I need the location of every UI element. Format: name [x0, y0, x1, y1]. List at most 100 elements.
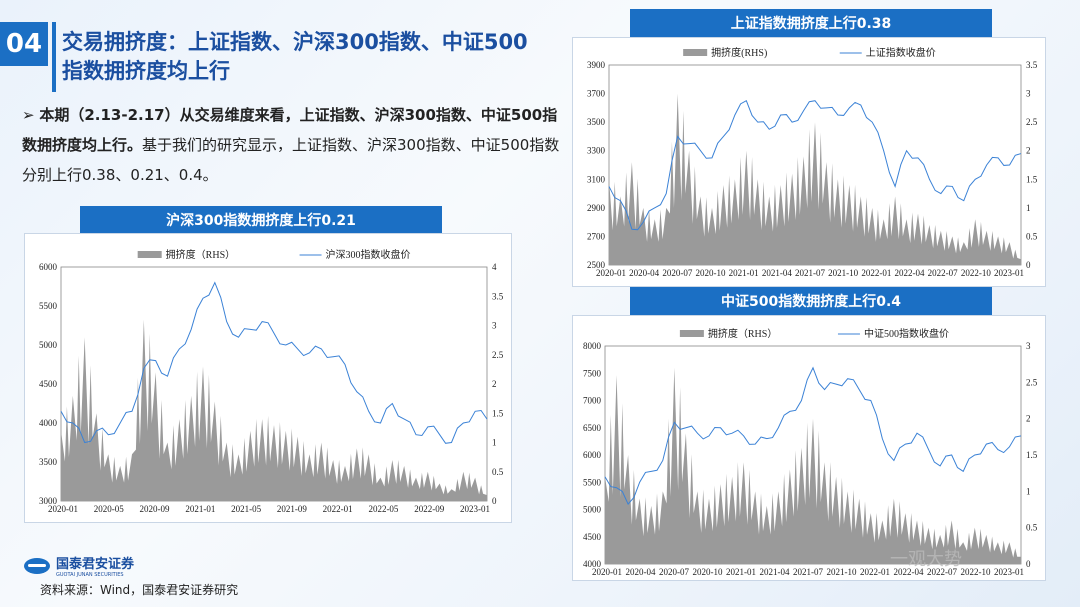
x-tick-label: 2021-09 [277, 504, 307, 514]
y-tick-label: 4000 [583, 559, 602, 569]
y-tick-label: 5500 [39, 301, 58, 311]
chart-csi500-panel: 4000 4500 5000 5500 6000 6500 7000 7500 8000 0 0.5… [572, 315, 1046, 581]
y2-tick-label: 2.5 [1026, 377, 1038, 387]
y-tick-label: 6000 [583, 450, 602, 460]
x-tick-label: 2021-07 [795, 268, 825, 278]
y2-tick-label: 2.5 [1026, 117, 1038, 127]
watermark: 一观大势 [890, 549, 962, 570]
y2-tick-label: 2.5 [492, 350, 504, 360]
y-tick-label: 5000 [39, 340, 58, 350]
bullet-text: 基于我们的研究显示，上证指数、沪深300指数、中证500指数分别上行0.38、0… [22, 136, 560, 184]
x-tick-label: 2020-01 [596, 268, 626, 278]
x-tick-label: 2023-01 [994, 268, 1024, 278]
x-tick-label: 2020-07 [662, 268, 692, 278]
x-tick-label: 2022-01 [861, 268, 891, 278]
y-tick-label: 4500 [39, 379, 58, 389]
y2-tick-label: 0.5 [492, 467, 504, 477]
y-tick-label: 7000 [583, 396, 602, 406]
legend-line-label: 沪深300指数收盘价 [326, 248, 411, 261]
x-tick-label: 2022-10 [961, 268, 991, 278]
y2-tick-label: 1 [1026, 203, 1031, 213]
x-tick-label: 2020-01 [592, 567, 622, 577]
x-tick-label: 2020-07 [659, 567, 689, 577]
summary-bullet: ➢ 本期（2.13-2.17）从交易维度来看，上证指数、沪深300指数、中证50… [22, 100, 562, 190]
crowdedness-area [605, 367, 1021, 564]
x-tick-label: 2022-01 [860, 567, 890, 577]
y2-tick-label: 4 [492, 262, 497, 272]
x-tick-label: 2020-10 [693, 567, 723, 577]
legend-area-swatch [683, 49, 708, 56]
crowdedness-area [609, 93, 1021, 265]
y2-tick-label: 1.5 [1026, 174, 1038, 184]
y2-tick-label: 2 [492, 379, 497, 389]
x-tick-label: 2021-05 [231, 504, 261, 514]
y-tick-label: 3700 [587, 89, 606, 99]
x-tick-label: 2021-04 [760, 567, 790, 577]
y2-tick-label: 3.5 [1026, 60, 1038, 70]
logo-icon [24, 557, 50, 574]
y2-tick-label: 1.5 [1026, 450, 1038, 460]
y-tick-label: 3000 [39, 496, 58, 506]
index-close-line [608, 100, 1022, 231]
legend-area-swatch [137, 251, 162, 258]
chart-csi500: 4000 4500 5000 5500 6000 6500 7000 7500 8000 0 0.5… [583, 327, 1038, 577]
chart-csi500-title: 中证500指数拥挤度上行0.4 [630, 287, 992, 315]
x-tick-label: 2020-04 [629, 268, 659, 278]
y-tick-label: 2900 [587, 203, 606, 213]
page-title: 交易拥挤度：上证指数、沪深300指数、中证500指数拥挤度均上行 [62, 30, 528, 83]
bullet-bold-text: 本期（2.13-2.17）从交易维度来看，上证指数、沪深300指数、中证500指… [22, 106, 558, 154]
x-tick-label: 2022-04 [894, 567, 924, 577]
chart-hs300-panel: 3000 3500 4000 4500 5000 5500 6000 0 0.5 1 1.5 2 2.5… [24, 233, 512, 523]
chart-hs300-title: 沪深300指数拥挤度上行0.21 [80, 206, 442, 233]
x-tick-label: 2020-01 [48, 504, 78, 514]
y2-tick-label: 0 [492, 496, 497, 506]
y-tick-label: 6000 [39, 262, 58, 272]
y2-tick-label: 1.5 [492, 408, 504, 418]
title-accent-bar [52, 22, 56, 92]
y2-tick-label: 0.5 [1026, 231, 1038, 241]
y-tick-label: 2700 [587, 231, 606, 241]
section-number: 04 [0, 22, 48, 66]
y-tick-label: 3900 [587, 60, 606, 70]
chart-sse-title: 上证指数拥挤度上行0.38 [630, 9, 992, 37]
y-tick-label: 3500 [39, 457, 58, 467]
x-tick-label: 2021-10 [828, 268, 858, 278]
y2-tick-label: 0.5 [1026, 523, 1038, 533]
y-tick-label: 8000 [583, 341, 602, 351]
x-tick-label: 2022-01 [323, 504, 353, 514]
x-tick-label: 2020-10 [696, 268, 726, 278]
index-close-line [604, 366, 1022, 505]
chart-hs300: 3000 3500 4000 4500 5000 5500 6000 0 0.5 1 1.5 2 2.5… [39, 248, 504, 514]
company-name-en: GUOTAI JUNAN SECURITIES [56, 572, 124, 578]
x-tick-label: 2022-04 [895, 268, 925, 278]
crowdedness-area [61, 319, 487, 501]
company-name: 国泰君安证券 [56, 557, 135, 572]
legend-area-label: 拥挤度（RHS） [166, 248, 235, 261]
y2-tick-label: 2 [1026, 146, 1031, 156]
source-note: 资料来源：Wind，国泰君安证券研究 [40, 583, 239, 597]
y2-tick-label: 0 [1026, 559, 1031, 569]
legend-area-swatch [679, 330, 704, 337]
x-tick-label: 2023-01 [994, 567, 1024, 577]
x-tick-label: 2021-01 [729, 268, 759, 278]
index-close-line [60, 281, 488, 444]
y-tick-label: 3500 [587, 117, 606, 127]
x-tick-label: 2021-07 [793, 567, 823, 577]
x-tick-label: 2021-01 [726, 567, 756, 577]
y2-tick-label: 3 [1026, 89, 1031, 99]
y-tick-label: 2500 [587, 260, 606, 270]
y-tick-label: 5000 [583, 505, 602, 515]
legend-line-label: 上证指数收盘价 [866, 46, 936, 59]
x-tick-label: 2020-09 [140, 504, 170, 514]
y2-tick-label: 3 [1026, 341, 1031, 351]
y2-tick-label: 1 [492, 438, 497, 448]
x-tick-label: 2021-04 [762, 268, 792, 278]
y-tick-label: 5500 [583, 477, 602, 487]
x-tick-label: 2023-01 [460, 504, 490, 514]
x-tick-label: 2020-04 [626, 567, 656, 577]
bullet-marker: ➢ [22, 106, 35, 124]
x-tick-label: 2021-10 [827, 567, 857, 577]
x-tick-label: 2022-05 [368, 504, 398, 514]
legend-area-label: 拥挤度（RHS） [708, 327, 777, 340]
chart-sse-panel: 2500 2700 2900 3100 3300 3500 3700 3900 0 0.5 1 1.5… [572, 37, 1046, 287]
